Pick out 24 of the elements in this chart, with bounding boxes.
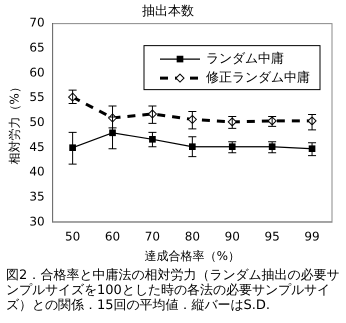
- x-tick-label: 70: [144, 230, 160, 244]
- y-tick-label: 45: [29, 140, 45, 154]
- y-tick-label: 70: [29, 16, 45, 30]
- caption: 図2．合格率と中庸法の相対労力（ランダム抽出の必要サンプルサイズを100とした時の各法の必要サンプルサイズ）との関係．15回の平均値．縦バーはS.D.: [6, 268, 340, 313]
- x-tick-label: 95: [264, 230, 280, 244]
- x-tick-label: 60: [104, 230, 120, 244]
- y-axis-title: 相対労力（%）: [7, 81, 22, 165]
- y-tick-label: 65: [29, 40, 45, 55]
- y-tick-label: 30: [29, 214, 45, 228]
- x-tick-label: 90: [224, 230, 240, 244]
- point: [109, 130, 116, 136]
- chart-title: 抽出本数: [142, 4, 194, 20]
- legend-label: 修正ランダム中庸: [206, 69, 310, 86]
- y-tick-label: 35: [29, 190, 45, 204]
- legend-label: ランダム中庸: [206, 50, 284, 66]
- y-tick-label: 60: [29, 65, 45, 80]
- x-tick-label: 99: [304, 230, 320, 244]
- x-axis-title: 達成合格率（%）: [144, 248, 240, 263]
- point: [149, 136, 156, 143]
- y-tick-label: 50: [29, 115, 45, 130]
- y-tick-label: 40: [29, 164, 45, 179]
- x-tick-label: 80: [184, 230, 200, 244]
- y-tick-label: 55: [29, 90, 45, 104]
- x-tick-label: 50: [64, 230, 80, 244]
